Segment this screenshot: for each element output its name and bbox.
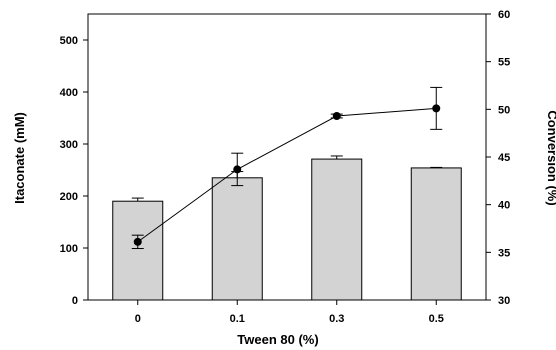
x-tick-label: 0 xyxy=(135,313,141,325)
right-tick-label: 40 xyxy=(498,200,510,212)
point-0.5 xyxy=(432,104,440,112)
bar-0.1 xyxy=(212,178,262,300)
right-tick-label: 30 xyxy=(498,295,510,307)
point-0.1 xyxy=(233,165,241,173)
y-axis-title: Itaconate (mM) xyxy=(12,112,27,204)
left-tick-label: 100 xyxy=(60,243,78,255)
y2-axis-title: Conversion (%) xyxy=(545,110,556,205)
left-tick-label: 200 xyxy=(60,191,78,203)
x-tick-label: 0.5 xyxy=(429,313,444,325)
left-tick-label: 300 xyxy=(60,139,78,151)
left-axis-ticks: 0 100 200 300 400 500 xyxy=(60,35,88,307)
point-0.3 xyxy=(333,112,341,120)
x-axis-title: Tween 80 (%) xyxy=(237,332,318,347)
bar-0 xyxy=(113,201,163,300)
x-tick-label: 0.1 xyxy=(230,313,245,325)
bar-0.5 xyxy=(411,168,461,300)
left-tick-label: 0 xyxy=(72,295,78,307)
bar-series xyxy=(113,159,462,300)
right-tick-label: 45 xyxy=(498,152,510,164)
left-tick-label: 400 xyxy=(60,87,78,99)
right-tick-label: 55 xyxy=(498,57,510,69)
bar-error-bars xyxy=(132,156,443,201)
right-tick-label: 35 xyxy=(498,247,510,259)
point-0 xyxy=(134,238,142,246)
right-tick-label: 50 xyxy=(498,104,510,116)
conversion-series xyxy=(132,87,443,248)
x-tick-label: 0.3 xyxy=(329,313,344,325)
conversion-line xyxy=(138,108,437,241)
right-tick-label: 60 xyxy=(498,9,510,21)
left-tick-label: 500 xyxy=(60,35,78,47)
x-axis-ticks: 0 0.1 0.3 0.5 xyxy=(135,300,444,325)
bar-0.3 xyxy=(312,159,362,300)
right-axis-ticks: 30 35 40 45 50 55 60 xyxy=(486,9,510,307)
